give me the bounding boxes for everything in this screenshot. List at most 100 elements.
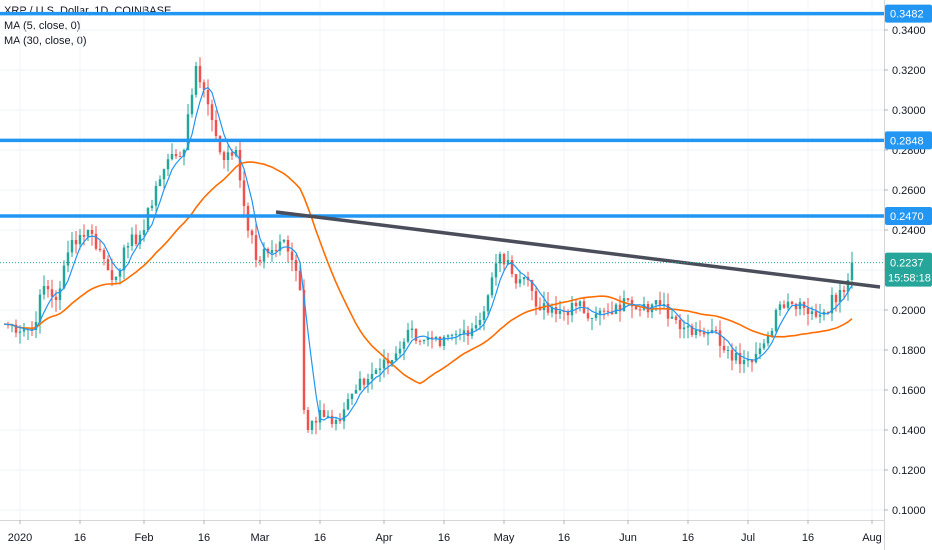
candle-up <box>166 153 170 176</box>
current-price-text: 0.2237 <box>890 258 924 270</box>
candle-body <box>254 235 258 260</box>
candle-down <box>630 296 634 319</box>
candle-up <box>122 244 126 280</box>
candle-down <box>418 339 422 346</box>
candle-body <box>534 290 538 307</box>
x-tick-label: 16 <box>198 532 210 544</box>
candle-body <box>198 66 202 83</box>
candle-up <box>590 317 594 331</box>
candle-body <box>630 300 634 307</box>
candle-body <box>374 370 378 375</box>
candle-body <box>82 235 86 237</box>
candle-body <box>282 240 286 242</box>
y-tick-label: 0.2400 <box>892 225 926 237</box>
candle-body <box>398 348 402 354</box>
candle-body <box>726 350 730 351</box>
candle-body <box>126 246 130 248</box>
candle-body <box>614 304 618 314</box>
candle-body <box>30 329 34 331</box>
candle-body <box>438 337 442 346</box>
candle-down <box>274 243 278 258</box>
candle-up <box>518 270 522 288</box>
candle-body <box>158 179 162 186</box>
countdown-text: 15:58:18 <box>888 273 931 285</box>
candle-up <box>822 309 826 321</box>
candle-body <box>330 415 334 425</box>
candle-body <box>218 136 222 153</box>
level-price-label: 0.2848 <box>885 131 932 150</box>
candle-body <box>178 156 182 158</box>
candle-body <box>234 150 238 156</box>
candle-up <box>422 339 426 345</box>
candle-body <box>554 307 558 314</box>
candle-up <box>490 272 494 299</box>
candle-down <box>586 306 590 322</box>
candle-up <box>710 318 714 334</box>
candle-body <box>782 304 786 308</box>
trendline[interactable] <box>275 210 881 289</box>
horizontal-levels[interactable] <box>0 11 884 218</box>
candle-up <box>154 181 158 212</box>
candle-down <box>534 285 538 315</box>
candle-down <box>806 297 810 326</box>
candle-body <box>186 114 190 150</box>
candle-body <box>466 330 470 337</box>
candle-body <box>734 353 738 361</box>
candle-body <box>638 309 642 311</box>
candle-up <box>686 314 690 339</box>
candle-up <box>34 311 38 339</box>
candle-up <box>146 207 150 232</box>
candle-body <box>834 294 838 303</box>
candle-body <box>766 336 770 344</box>
candle-body <box>622 298 626 312</box>
candle-body <box>66 252 70 266</box>
current-price-label: 0.2237 15:58:18 <box>885 252 932 287</box>
candle-body <box>154 186 158 206</box>
candle-body <box>182 150 186 157</box>
y-tick-label: 0.1600 <box>892 385 926 397</box>
candle-body <box>370 374 374 379</box>
x-tick-label: 16 <box>314 532 326 544</box>
candle-body <box>46 286 50 290</box>
candle-body <box>134 234 138 245</box>
candle-body <box>510 260 514 274</box>
candle-up <box>734 346 738 365</box>
candle-body <box>686 326 690 328</box>
candle-up <box>126 242 130 259</box>
candle-up <box>550 303 554 318</box>
time-axis[interactable]: 2020 16 Feb 16 Mar 16 Apr 16 May 16 Jun 16 Jul 16 Aug <box>0 520 884 544</box>
candle-body <box>626 298 630 300</box>
candle-down <box>90 224 94 246</box>
candle-down <box>254 223 258 268</box>
x-tick-label: May <box>494 532 515 544</box>
candle-body <box>598 310 602 314</box>
candle-up <box>542 291 546 320</box>
candle-body <box>302 290 306 410</box>
candle-up <box>774 308 778 333</box>
candle-body <box>94 233 98 249</box>
candle-body <box>754 354 758 363</box>
candle-down <box>330 409 334 428</box>
candle-down <box>802 301 806 316</box>
candle-body <box>482 311 486 320</box>
candle-down <box>178 151 182 158</box>
candle-up <box>426 331 430 347</box>
candle-down <box>290 242 294 272</box>
candle-up <box>838 281 842 313</box>
candle-body <box>518 279 522 284</box>
candle-body <box>738 353 742 365</box>
candle-down <box>658 291 662 315</box>
candle-body <box>166 159 170 170</box>
candle-body <box>34 322 38 330</box>
candle-up <box>766 331 770 347</box>
candle-body <box>394 353 398 360</box>
level-label-text: 0.2470 <box>890 211 924 223</box>
candle-up <box>78 228 82 250</box>
candle-down <box>702 327 706 338</box>
candle-up <box>442 335 446 350</box>
candle-body <box>366 378 370 385</box>
candle-body <box>110 270 114 280</box>
candle-body <box>114 276 118 280</box>
x-tick-label: Jun <box>619 532 637 544</box>
